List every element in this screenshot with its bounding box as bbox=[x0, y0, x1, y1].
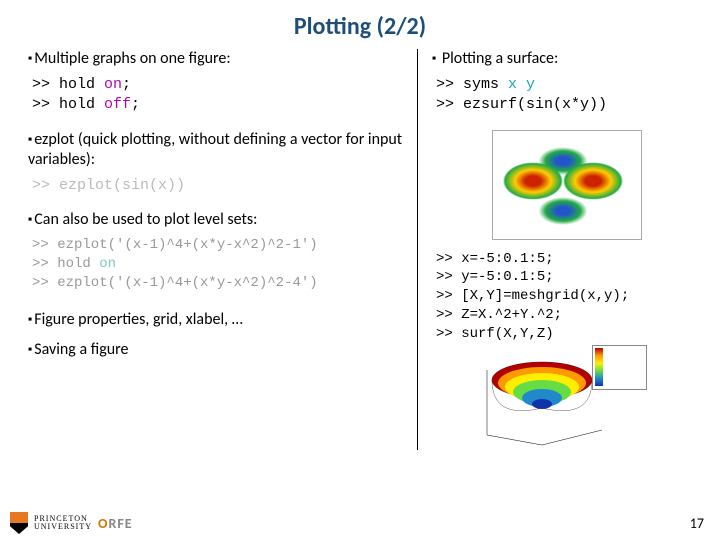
bullet-multiple-graphs: Multiple graphs on one figure: bbox=[28, 49, 407, 69]
l4: >> Z=X.^2+Y.^2; bbox=[436, 307, 562, 323]
l1: >> x=-5:0.1:5; bbox=[436, 251, 554, 267]
bullet-ezplot: ezplot (quick plotting, without defining… bbox=[28, 130, 407, 170]
slide-title: Plotting (2/2) bbox=[0, 0, 720, 49]
princeton-wordmark: PRINCETON UNIVERSITY bbox=[34, 515, 92, 531]
content-area: Multiple graphs on one figure: >> hold o… bbox=[0, 49, 720, 450]
bullet-surface: Plotting a surface: bbox=[432, 49, 698, 69]
colorbar-legend bbox=[592, 345, 647, 390]
page-number: 17 bbox=[690, 515, 704, 532]
line1a: >> syms bbox=[436, 76, 508, 93]
left-column: Multiple graphs on one figure: >> hold o… bbox=[28, 49, 418, 450]
surf-bowl-plot bbox=[472, 350, 612, 450]
orfe-logo: ORFE bbox=[98, 515, 133, 532]
ezsurf-plot bbox=[492, 130, 642, 240]
line3: >> ezplot('(x-1)^4+(x*y-x^2)^2-4') bbox=[32, 275, 318, 291]
prompt: >> bbox=[32, 76, 59, 93]
syms-args: x y bbox=[508, 76, 535, 93]
bullet-figprops: Figure properties, grid, xlabel, … bbox=[28, 310, 407, 330]
line1: >> ezplot('(x-1)^4+(x*y-x^2)^2-1') bbox=[32, 237, 318, 253]
colorbar-gradient bbox=[595, 348, 603, 386]
footer-logo: PRINCETON UNIVERSITY ORFE bbox=[10, 512, 133, 534]
l3: >> [X,Y]=meshgrid(x,y); bbox=[436, 288, 629, 304]
semi: ; bbox=[131, 96, 140, 113]
line2: >> ezsurf(sin(x*y)) bbox=[436, 96, 607, 113]
princeton-line2: UNIVERSITY bbox=[34, 523, 92, 531]
bowl-svg bbox=[472, 350, 612, 450]
princeton-shield-icon bbox=[10, 512, 28, 534]
cmd: hold bbox=[59, 96, 104, 113]
code-meshgrid: >> x=-5:0.1:5; >> y=-5:0.1:5; >> [X,Y]=m… bbox=[436, 250, 698, 344]
arg-on: on bbox=[99, 256, 116, 272]
orfe-o: O bbox=[98, 515, 108, 532]
l2: >> y=-5:0.1:5; bbox=[436, 269, 554, 285]
code-levelsets: >> ezplot('(x-1)^4+(x*y-x^2)^2-1') >> ho… bbox=[32, 236, 407, 293]
code-syms: >> syms x y >> ezsurf(sin(x*y)) bbox=[436, 75, 698, 116]
bullet-saving: Saving a figure bbox=[28, 340, 407, 360]
semi: ; bbox=[122, 76, 131, 93]
code-ezplot: >> ezplot(sin(x)) bbox=[32, 176, 407, 196]
cmd: hold bbox=[59, 76, 104, 93]
arg-off: off bbox=[104, 96, 131, 113]
l5: >> surf(X,Y,Z) bbox=[436, 326, 554, 342]
line2a: >> hold bbox=[32, 256, 99, 272]
prompt: >> bbox=[32, 96, 59, 113]
arg-on: on bbox=[104, 76, 122, 93]
bullet-levelsets: Can also be used to plot level sets: bbox=[28, 210, 407, 230]
right-column: Plotting a surface: >> syms x y >> ezsur… bbox=[418, 49, 698, 450]
orfe-rfe: RFE bbox=[108, 515, 132, 532]
code-hold: >> hold on; >> hold off; bbox=[32, 75, 407, 116]
